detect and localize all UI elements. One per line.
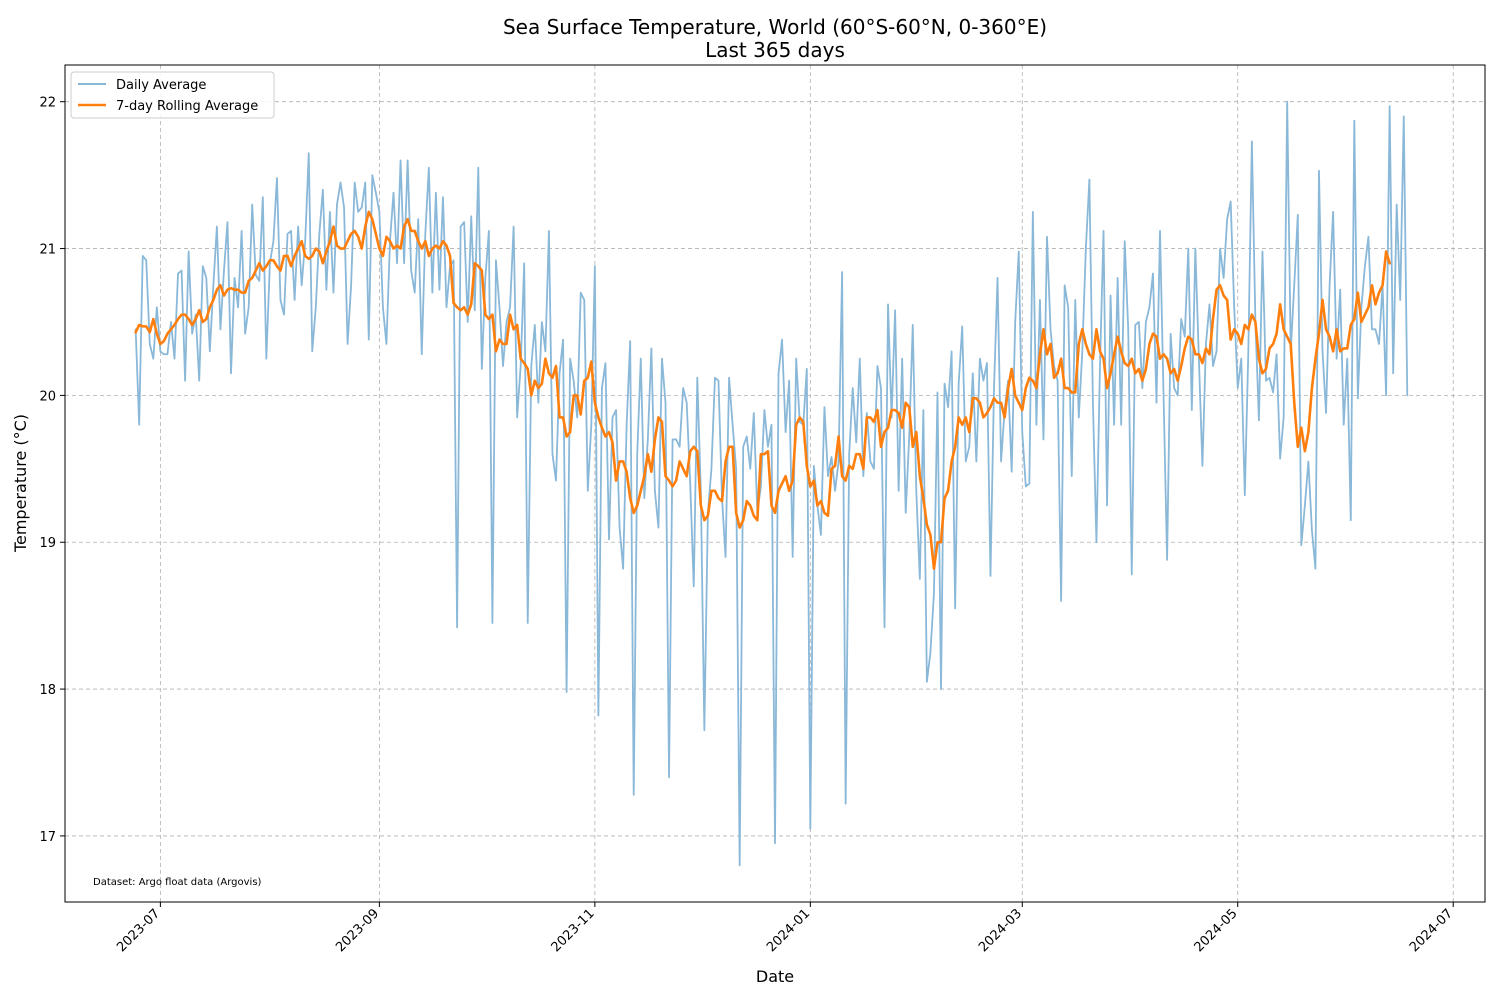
- dataset-annotation: Dataset: Argo float data (Argovis): [93, 877, 262, 888]
- series-line-rolling-average: [134, 210, 1391, 570]
- y-axis: 17 18 19 20 21 22: [39, 96, 65, 845]
- x-tick-label: 2023-11: [549, 906, 598, 955]
- y-axis-label: Temperature (°C): [11, 414, 30, 553]
- y-tick-label: 18: [39, 683, 56, 698]
- x-axis-label: Date: [756, 967, 794, 986]
- series-layer: [134, 100, 1409, 867]
- y-tick-label: 17: [39, 830, 56, 845]
- x-tick-label: 2023-07: [114, 906, 163, 955]
- x-tick-label: 2024-03: [976, 906, 1025, 955]
- legend: Daily Average 7-day Rolling Average: [70, 71, 275, 119]
- series-line-daily-average: [134, 100, 1409, 867]
- legend-frame: [70, 71, 275, 119]
- x-tick-label: 2024-01: [764, 906, 813, 955]
- x-tick-label: 2023-09: [333, 906, 382, 955]
- grid: [65, 65, 1485, 902]
- x-tick-label: 2024-07: [1407, 906, 1456, 955]
- y-tick-label: 19: [39, 536, 56, 551]
- legend-label-rolling: 7-day Rolling Average: [116, 99, 258, 114]
- legend-label-daily: Daily Average: [116, 78, 206, 93]
- y-tick-label: 20: [39, 389, 56, 404]
- plot-area: [64, 64, 1486, 903]
- chart-title: Sea Surface Temperature, World (60°S-60°…: [503, 15, 1047, 39]
- chart-subtitle: Last 365 days: [705, 38, 845, 62]
- x-axis: 2023-07 2023-09 2023-11 2024-01 2024-03 2024-…: [114, 902, 1456, 955]
- y-tick-label: 22: [39, 96, 56, 111]
- x-tick-label: 2024-05: [1192, 906, 1241, 955]
- y-tick-label: 21: [39, 243, 56, 258]
